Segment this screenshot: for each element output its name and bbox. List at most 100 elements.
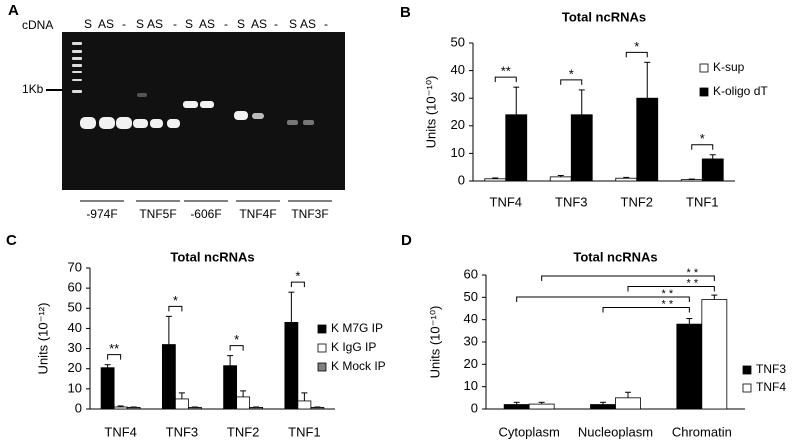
y-tick-label: 40 xyxy=(464,311,478,326)
y-tick-label: 70 xyxy=(68,259,82,274)
significance-label: * * xyxy=(662,298,674,310)
legend-swatch xyxy=(742,365,752,375)
y-axis-label: Units (10⁻¹⁰) xyxy=(423,76,438,149)
significance-bracket xyxy=(168,305,183,312)
bar xyxy=(615,397,641,410)
bar xyxy=(503,404,530,410)
significance-bracket xyxy=(691,144,714,150)
x-tick-label: Nucleoplasm xyxy=(578,424,653,439)
x-tick-label: TNF3 xyxy=(166,424,199,439)
y-tick-label: 60 xyxy=(68,280,82,295)
cdna-label: cDNA xyxy=(22,18,53,32)
panel-letter: A xyxy=(8,2,19,19)
significance-label: ** xyxy=(501,64,511,79)
lane-label: S xyxy=(237,17,245,31)
bar xyxy=(174,398,189,410)
significance-bracket xyxy=(107,354,122,360)
significance-bracket xyxy=(290,281,305,288)
significance-label: * * xyxy=(687,267,699,279)
y-tick-label: 50 xyxy=(68,300,82,315)
legend-label: K M7G IP xyxy=(331,321,383,335)
y-tick-label: 10 xyxy=(464,378,478,393)
bar xyxy=(161,344,176,410)
x-tick-label: TNF4 xyxy=(104,424,137,439)
marker-label: 1Kb xyxy=(22,82,44,96)
significance-label: * xyxy=(234,332,239,347)
significance-bracket xyxy=(494,76,517,83)
y-tick-label: 50 xyxy=(464,289,478,304)
bar xyxy=(680,179,703,182)
group-label: -606F xyxy=(190,207,221,221)
group-label: TNF3F xyxy=(291,207,328,221)
x-tick-label: TNF3 xyxy=(555,194,588,209)
bar xyxy=(310,406,325,410)
group-label: TNF5F xyxy=(139,207,176,221)
legend-swatch xyxy=(699,87,709,97)
legend-label: TNF4 xyxy=(756,380,786,394)
gel-panel: A cDNA 1Kb S AS - S AS - S AS - S AS - S AS --974F TNF5… xyxy=(8,2,345,221)
significance-bracket xyxy=(627,286,715,292)
x-tick-label: TNF1 xyxy=(686,194,719,209)
chart: B Total ncRNAs Units (10⁻¹⁰) 0 10 20 30 40 50 TNF… xyxy=(400,4,768,209)
bar xyxy=(615,177,638,182)
significance-label: * xyxy=(569,66,574,81)
bar xyxy=(549,176,572,182)
significance-bracket xyxy=(516,296,690,302)
legend-swatch xyxy=(317,343,327,353)
x-tick-label: Cytoplasm xyxy=(498,424,559,439)
y-tick-label: 0 xyxy=(471,400,478,415)
significance-label: * * xyxy=(662,288,674,300)
significance-label: * xyxy=(700,131,705,146)
legend-swatch xyxy=(699,63,709,73)
y-axis-label: Units (10⁻¹²) xyxy=(35,303,50,375)
bar xyxy=(113,406,128,410)
lane-label: S xyxy=(185,17,193,31)
chart-title: Total ncRNAs xyxy=(573,249,657,264)
lane-label: - xyxy=(122,17,126,31)
gel-labels: S AS - S AS - S AS - S AS - S AS --974F TNF5F -606F TNF4F… xyxy=(80,17,332,221)
lane-label: S xyxy=(84,17,92,31)
legend-label: K Mock IP xyxy=(331,359,386,373)
x-tick-label: Chromatin xyxy=(672,424,732,439)
significance-label: * xyxy=(295,269,300,284)
gel-image xyxy=(62,32,345,190)
bar xyxy=(676,323,703,410)
y-tick-label: 0 xyxy=(75,400,82,415)
bar xyxy=(223,365,238,410)
lane-label: - xyxy=(324,17,328,31)
legend-swatch xyxy=(317,324,327,334)
legend-swatch xyxy=(742,383,752,393)
x-tick-label: TNF2 xyxy=(621,194,654,209)
panel-letter: D xyxy=(401,232,412,249)
bar xyxy=(126,406,141,410)
y-tick-label: 20 xyxy=(464,356,478,371)
significance-bracket xyxy=(602,307,690,313)
bar xyxy=(528,403,555,410)
bar xyxy=(284,321,299,410)
chart: C Total ncRNAs Units (10⁻¹²) 0 10 20 30 40 50 60 7… xyxy=(6,232,386,439)
lane-label: - xyxy=(173,17,177,31)
legend-label: K-oligo dT xyxy=(713,84,768,98)
y-tick-label: 40 xyxy=(451,62,465,77)
legend-label: K IgG IP xyxy=(331,340,376,354)
y-tick-label: 10 xyxy=(68,380,82,395)
bar xyxy=(701,299,728,410)
x-tick-label: TNF4 xyxy=(490,194,523,209)
lane-label: AS xyxy=(300,17,316,31)
bar xyxy=(636,97,659,182)
lane-label: AS xyxy=(199,17,215,31)
ladder xyxy=(72,42,82,93)
y-axis-label: Units (10⁻¹⁰) xyxy=(427,306,442,379)
panel-letter: C xyxy=(6,232,17,249)
bar xyxy=(236,396,251,410)
significance-bracket xyxy=(229,345,244,351)
bar xyxy=(100,367,115,410)
chart-title: Total ncRNAs xyxy=(562,9,646,24)
lane-label: S xyxy=(289,17,297,31)
lane-label: - xyxy=(274,17,278,31)
lane-label: AS xyxy=(251,17,267,31)
group-label: -974F xyxy=(86,207,117,221)
bar xyxy=(297,400,312,410)
bar xyxy=(505,114,528,182)
